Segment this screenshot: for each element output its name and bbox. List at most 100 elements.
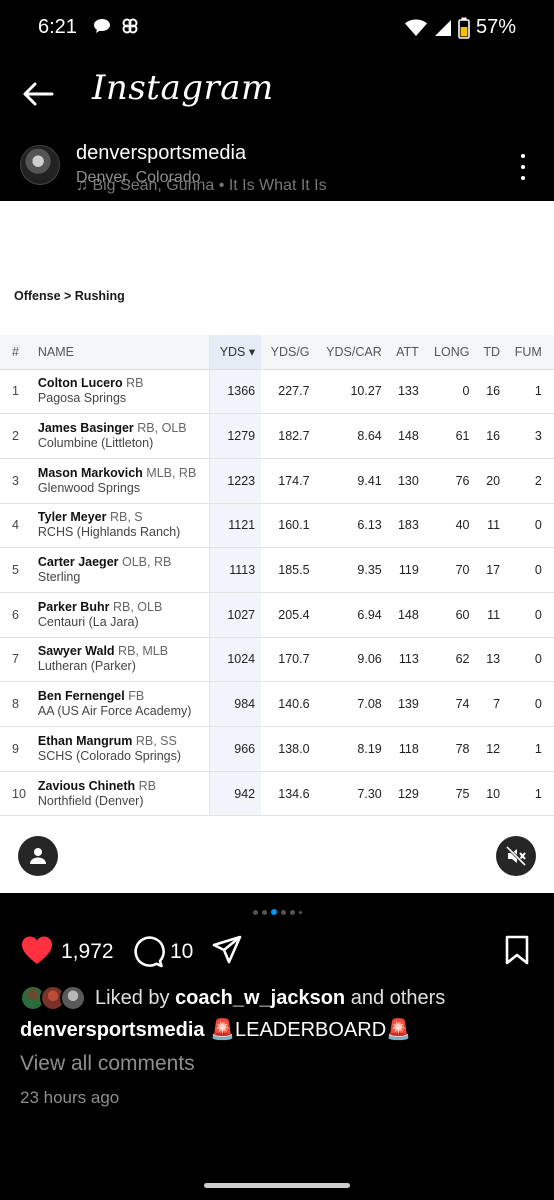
- cell-gp: 6: [547, 369, 554, 415]
- post-header: denversportsmedia Denver, Colorado ♫ Big…: [0, 140, 554, 200]
- cell-player: Carter Jaeger OLB, RB Sterling: [31, 547, 210, 593]
- avatar[interactable]: [20, 145, 60, 185]
- cell-gp: 7: [547, 413, 554, 459]
- cell-ydscar: 8.19: [315, 726, 388, 772]
- cell-rank: 4: [0, 503, 32, 549]
- cell-att: 113: [387, 637, 425, 683]
- player-name: Ben Fernengel: [37, 689, 125, 704]
- liked-by-prefix: Liked by: [95, 986, 170, 1009]
- player-name: Zavious Chineth: [37, 778, 136, 793]
- battery-percent: 57%: [475, 16, 516, 38]
- cell-gp: 7: [547, 503, 554, 549]
- caption: denversportsmedia 🚨LEADERBOARD🚨: [20, 1017, 411, 1042]
- cell-gp: 7: [547, 458, 554, 504]
- cell-yds: 984: [209, 681, 262, 727]
- chat-bubble-icon: [94, 19, 110, 33]
- player-school: RCHS (Highlands Ranch): [37, 525, 181, 540]
- share-icon[interactable]: [212, 935, 242, 965]
- cell-rank: 5: [0, 547, 32, 593]
- cell-player: Ben Fernengel FB AA (US Air Force Academy…: [31, 681, 210, 727]
- cell-player: Mason Markovich MLB, RB Glenwood Springs: [31, 458, 210, 504]
- cell-gp: 6: [547, 637, 554, 683]
- player-name: Colton Lucero: [37, 376, 123, 391]
- table-row: 2 James Basinger RB, OLB Columbine (Little…: [0, 413, 554, 459]
- rushing-stats-table: # NAME YDS ▾ YDS/G YDS/CAR ATT LONG TD F…: [0, 335, 554, 817]
- cell-player: Ethan Mangrum RB, SS SCHS (Colorado Sprin…: [31, 726, 210, 772]
- status-right: 57%: [404, 16, 516, 39]
- cell-player: Colton Lucero RB Pagosa Springs: [31, 369, 210, 415]
- player-name: James Basinger: [37, 421, 134, 436]
- table-row: 9 Ethan Mangrum RB, SS SCHS (Colorado Spri…: [0, 726, 554, 772]
- cell-att: 148: [387, 413, 425, 459]
- music-note-icon: ♫: [76, 177, 93, 194]
- cell-ydscar: 6.13: [315, 503, 388, 549]
- cell-long: 74: [424, 681, 476, 727]
- col-header-ydsg: YDS/G: [261, 335, 316, 370]
- like-count[interactable]: 1,972: [61, 940, 114, 963]
- cell-gp: 7: [547, 726, 554, 772]
- cell-att: 133: [387, 369, 425, 415]
- home-indicator[interactable]: [204, 1183, 350, 1188]
- cell-ydscar: 9.06: [315, 637, 388, 683]
- comment-count[interactable]: 10: [170, 940, 194, 963]
- cell-td: 16: [475, 369, 507, 415]
- more-options-button[interactable]: [512, 154, 534, 180]
- post-music[interactable]: ♫ Big Sean, Gunna • It Is What It Is: [76, 177, 327, 195]
- tagged-people-button[interactable]: [18, 836, 58, 876]
- cell-att: 118: [387, 726, 425, 772]
- table-row: 4 Tyler Meyer RB, S RCHS (Highlands Ranch)…: [0, 503, 554, 549]
- carousel-indicator: [0, 909, 554, 915]
- cell-rank: 10: [0, 771, 32, 817]
- back-arrow-icon[interactable]: [20, 76, 56, 112]
- liked-by-user[interactable]: coach_w_jackson: [175, 986, 346, 1009]
- caption-text: 🚨LEADERBOARD🚨: [210, 1019, 412, 1041]
- dot: [521, 165, 525, 169]
- cell-ydsg: 160.1: [261, 503, 316, 549]
- dot: [521, 154, 525, 158]
- cell-yds: 1113: [209, 547, 262, 593]
- cell-player: Zavious Chineth RB Northfield (Denver): [31, 771, 210, 817]
- player-position: RB, SS: [135, 733, 177, 748]
- app-bar: Instagram: [0, 60, 554, 130]
- cell-ydsg: 174.7: [261, 458, 316, 504]
- col-header-att: ATT: [387, 335, 425, 370]
- liked-by-suffix: and others: [350, 986, 446, 1009]
- post-username[interactable]: denversportsmedia: [76, 142, 247, 164]
- player-position: RB, OLB: [137, 421, 187, 436]
- speaker-muted-icon: [505, 845, 527, 867]
- col-header-gp: GP: [547, 335, 554, 370]
- liked-by-row[interactable]: Liked by coach_w_jackson and others: [20, 984, 445, 1012]
- cell-gp: 5: [547, 592, 554, 638]
- cell-player: Tyler Meyer RB, S RCHS (Highlands Ranch): [31, 503, 210, 549]
- cell-rank: 2: [0, 413, 32, 459]
- comment-icon[interactable]: [131, 934, 165, 968]
- cell-td: 11: [475, 503, 507, 549]
- carousel-dot: [261, 909, 267, 915]
- player-name: Parker Buhr: [37, 599, 110, 614]
- cell-ydscar: 8.64: [315, 413, 388, 459]
- player-name: Tyler Meyer: [37, 510, 107, 525]
- cell-td: 11: [475, 592, 507, 638]
- cell-att: 119: [387, 547, 425, 593]
- heart-icon[interactable]: [20, 934, 54, 966]
- table-row: 7 Sawyer Wald RB, MLB Lutheran (Parker) 102…: [0, 637, 554, 683]
- mute-button[interactable]: [496, 836, 536, 876]
- col-header-td: TD: [475, 335, 507, 370]
- carousel-dot: [252, 909, 258, 915]
- cell-ydscar: 9.41: [315, 458, 388, 504]
- cell-player: Parker Buhr RB, OLB Centauri (La Jara): [31, 592, 210, 638]
- col-header-name: NAME: [31, 335, 210, 370]
- post-image[interactable]: Offense > Rushing # NAME YDS ▾ YDS/G YDS…: [0, 201, 554, 893]
- cell-rank: 8: [0, 681, 32, 727]
- battery-icon: [458, 17, 470, 39]
- cell-long: 76: [424, 458, 476, 504]
- bookmark-icon[interactable]: [504, 935, 530, 965]
- view-all-comments-link[interactable]: View all comments: [20, 1052, 195, 1075]
- status-time: 6:21: [38, 16, 77, 38]
- player-position: RB, S: [109, 510, 143, 525]
- cell-fum: 3: [506, 413, 548, 459]
- cell-ydscar: 7.30: [315, 771, 388, 817]
- post-location[interactable]: Denver, Colorado: [76, 169, 201, 186]
- caption-username[interactable]: denversportsmedia: [20, 1019, 205, 1041]
- music-title: Big Sean, Gunna • It Is What It Is: [92, 177, 327, 194]
